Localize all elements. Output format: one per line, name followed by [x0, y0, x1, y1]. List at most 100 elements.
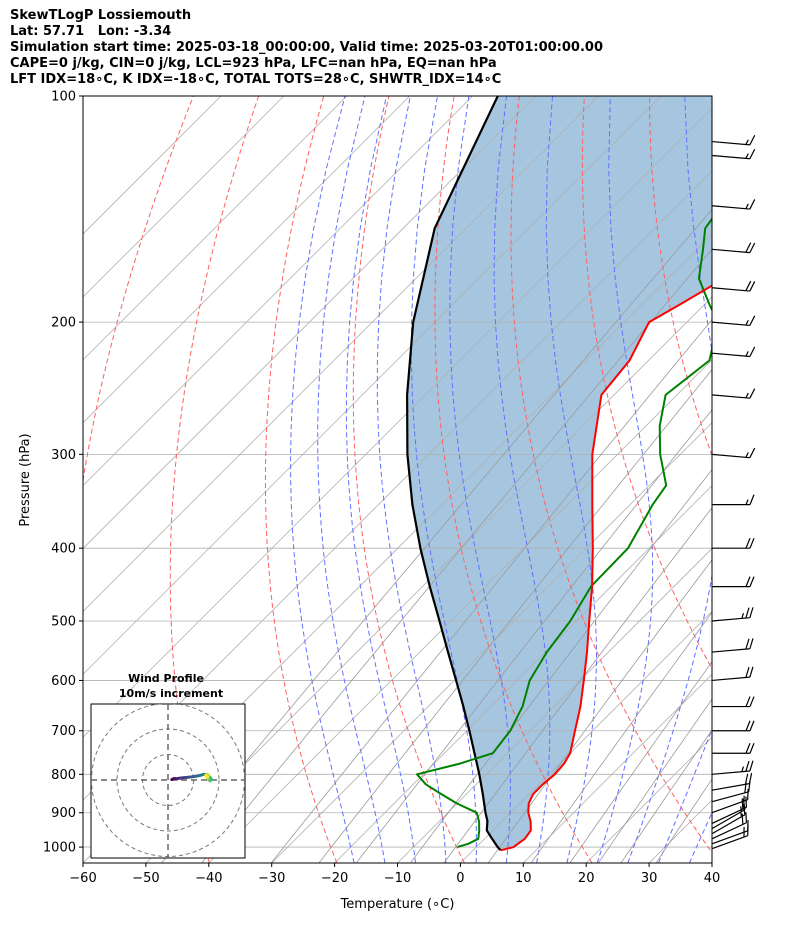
dry-adiabat-line — [352, 96, 465, 863]
wind-barb — [711, 242, 756, 254]
hodograph-subtitle: 10m/s increment — [119, 687, 223, 700]
grid-layer — [83, 96, 794, 863]
wind-barb — [712, 720, 755, 732]
y-axis-ticks: 100 200 300 400 500 600 700 800 900 1000 — [43, 90, 83, 856]
wind-barb — [711, 638, 754, 653]
isotherm-line — [523, 673, 712, 863]
isotherm-line — [334, 485, 712, 863]
wind-barb — [712, 494, 755, 506]
x-tick-label: 30 — [641, 871, 658, 886]
moist-adiabat-line — [627, 96, 712, 863]
dry-adiabat-line — [510, 96, 712, 854]
cape-line: CAPE=0 j/kg, CIN=0 j/kg, LCL=923 hPa, LF… — [10, 56, 497, 71]
y-tick-label: 800 — [51, 768, 76, 783]
wind-barb — [712, 696, 755, 708]
isotherm-line — [83, 96, 222, 235]
x-tick-label: −30 — [258, 871, 285, 886]
dry-adiabat-line — [780, 96, 794, 863]
temperature-profile-line — [500, 284, 712, 852]
wind-barb — [711, 760, 754, 775]
wind-barb — [711, 820, 749, 845]
wind-barb — [711, 199, 756, 210]
y-tick-label: 600 — [51, 674, 76, 689]
x-tick-label: −20 — [321, 871, 348, 886]
dewpoint-profile-line — [416, 217, 712, 849]
hodograph-segment — [204, 773, 210, 779]
profile-series-layer — [406, 96, 712, 852]
isotherm-line — [397, 547, 712, 863]
moist-adiabat-line — [290, 96, 355, 863]
cin-shaded-area — [407, 96, 712, 851]
cape-cin-fill-layer — [407, 96, 712, 851]
wind-barb — [711, 388, 756, 399]
wind-barb — [712, 537, 755, 549]
mixing-ratio-line — [201, 248, 712, 863]
isotherm-line — [271, 422, 712, 863]
isotherm-line — [83, 96, 410, 424]
mixing-ratio-line — [270, 319, 712, 863]
hodograph-inset: Wind Profile 10m/s increment — [90, 672, 246, 859]
x-axis-ticks: −60 −50 −40 −30 −20 −10 0 10 20 30 40 — [69, 863, 720, 886]
isotherm-line — [83, 96, 348, 361]
location-line: Lat: 57.71 Lon: -3.34 — [10, 24, 172, 39]
x-tick-label: −40 — [195, 871, 222, 886]
wind-barb — [712, 743, 755, 754]
dry-adiabat-line — [434, 96, 593, 863]
y-tick-label: 200 — [51, 316, 76, 331]
moist-adiabat-line — [317, 96, 386, 863]
isotherm-line — [711, 862, 712, 863]
mixing-ratio-line — [598, 698, 712, 863]
hodograph-title: Wind Profile — [128, 672, 204, 685]
wind-barb — [711, 135, 756, 146]
wind-barb — [712, 576, 755, 588]
wind-barb — [711, 315, 756, 327]
isotherm-line — [775, 96, 794, 863]
mixing-ratio-line — [530, 611, 712, 863]
chart-header: SkewTLogP Lossiemouth Lat: 57.71 Lon: -3… — [10, 8, 603, 88]
x-axis-label: Temperature (∘C) — [340, 897, 455, 912]
mixing-ratio-line — [620, 729, 712, 863]
mixing-ratio-line — [161, 208, 712, 863]
moist-adiabat-line — [720, 96, 794, 863]
y-tick-label: 900 — [51, 806, 76, 821]
moist-adiabat-line — [658, 727, 712, 863]
mixing-ratio-line — [443, 507, 712, 863]
wind-barb — [711, 447, 756, 459]
indices-line: LFT IDX=18∘C, K IDX=-18∘C, TOTAL TOTS=28… — [10, 72, 502, 87]
mixing-ratio-line — [355, 409, 712, 863]
y-axis-label: Pressure (hPa) — [18, 433, 33, 526]
wind-barb — [711, 772, 753, 791]
x-tick-label: −10 — [384, 871, 411, 886]
moist-adiabat-line — [596, 96, 654, 863]
isotherm-line — [83, 96, 662, 675]
isotherm-line — [83, 96, 473, 487]
isotherm-line — [83, 96, 536, 550]
y-tick-label: 700 — [51, 724, 76, 739]
x-tick-label: 0 — [456, 871, 464, 886]
dry-adiabat-line — [264, 96, 338, 863]
x-tick-label: −60 — [69, 871, 96, 886]
y-tick-label: 300 — [51, 448, 76, 463]
wind-barb — [711, 811, 748, 840]
mixing-ratio-line — [569, 661, 712, 863]
y-tick-label: 500 — [51, 614, 76, 629]
wind-barb — [711, 788, 749, 814]
parcel-profile-line — [406, 96, 502, 852]
time-line: Simulation start time: 2025-03-18_00:00:… — [10, 40, 603, 55]
chart-title: SkewTLogP Lossiemouth — [10, 8, 192, 23]
x-tick-label: −50 — [132, 871, 159, 886]
wind-barb — [711, 796, 748, 824]
wind-barb — [711, 607, 754, 622]
isotherm-line — [145, 296, 712, 863]
dry-adiabat-line — [715, 96, 794, 863]
wind-barb — [711, 346, 756, 358]
wind-barbs-layer — [711, 135, 756, 850]
x-tick-label: 10 — [515, 871, 532, 886]
y-tick-label: 400 — [51, 542, 76, 557]
x-tick-label: 40 — [704, 871, 721, 886]
isotherm-line — [83, 96, 599, 612]
x-tick-label: 20 — [578, 871, 595, 886]
moist-adiabat-line — [345, 96, 416, 863]
y-tick-label: 1000 — [43, 841, 76, 856]
